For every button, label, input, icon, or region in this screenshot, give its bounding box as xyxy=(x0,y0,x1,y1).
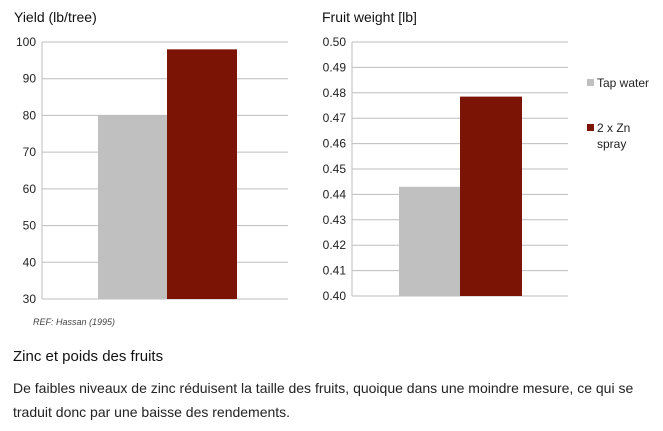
charts: Yield (lb/tree) 30 40 50 60 70 80 90 100 Fruit we… xyxy=(14,9,649,306)
reference: REF: Hassan (1995) xyxy=(33,317,116,327)
y-tick-label: 50 xyxy=(23,219,37,233)
y-tick-label: 60 xyxy=(23,182,37,196)
y-tick-label: 30 xyxy=(23,292,37,306)
y-tick-label: 90 xyxy=(23,72,37,86)
paragraph: De faibles niveaux de zinc réduisent la … xyxy=(13,380,634,420)
y-tick-label: 0.46 xyxy=(323,137,347,151)
legend-label: Tap water xyxy=(597,76,649,90)
bar-tap-water xyxy=(98,115,167,299)
y-tick-label: 0.42 xyxy=(323,238,347,252)
y-tick-label: 0.43 xyxy=(323,213,347,227)
y-tick-label: 70 xyxy=(23,145,37,159)
y-tick-label: 0.50 xyxy=(323,35,347,49)
bar-tap-water xyxy=(399,186,460,296)
y-tick-label: 0.41 xyxy=(323,264,347,278)
y-tick-label: 0.44 xyxy=(323,187,347,201)
bar-2-x-zn-spray xyxy=(167,49,237,299)
y-tick-label: 0.49 xyxy=(323,60,347,74)
chart-title: Yield (lb/tree) xyxy=(14,9,97,25)
y-tick-label: 40 xyxy=(23,255,37,269)
legend-swatch xyxy=(587,124,594,131)
section-heading: Zinc et poids des fruits xyxy=(13,348,164,365)
chart-title: Fruit weight [lb] xyxy=(322,9,417,25)
y-tick-label: 100 xyxy=(16,35,36,49)
y-tick-label: 0.40 xyxy=(323,289,347,303)
legend-label: 2 x Zn xyxy=(597,121,630,135)
legend-label: spray xyxy=(597,137,626,151)
y-tick-label: 0.47 xyxy=(323,111,347,125)
y-tick-label: 80 xyxy=(23,108,37,122)
legend-swatch xyxy=(587,79,594,86)
y-tick-label: 0.45 xyxy=(323,162,347,176)
bar-2-x-zn-spray xyxy=(460,96,522,296)
y-tick-label: 0.48 xyxy=(323,86,347,100)
